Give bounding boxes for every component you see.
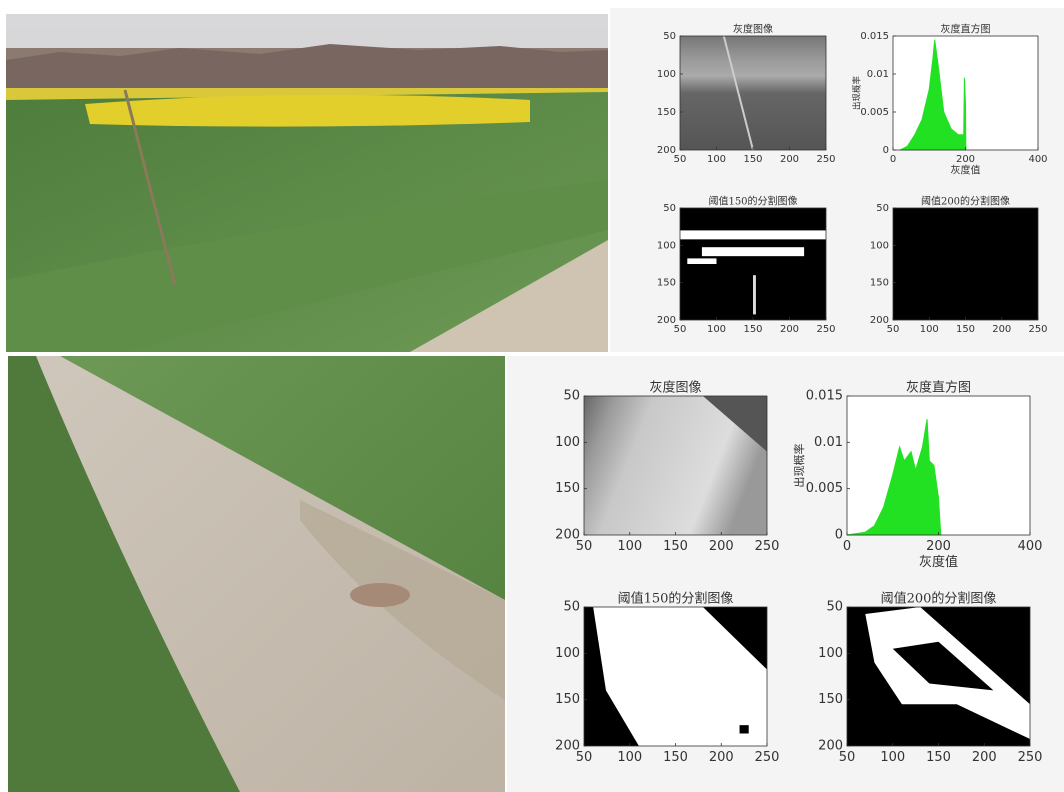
y-tick-label: 100	[555, 646, 580, 661]
figure: 灰度图像 50 100 150 200 250 50 100 150 200 灰度直方图 0 200 40…	[0, 0, 1064, 792]
y-tick-label: 150	[657, 278, 676, 289]
y-tick-label: 50	[663, 203, 676, 214]
x-tick-label: 100	[617, 539, 642, 554]
x-tick-label: 250	[816, 324, 835, 335]
y-tick-label: 50	[563, 600, 580, 615]
image-pixel-region	[740, 725, 749, 733]
y-tick-label: 0	[835, 528, 843, 543]
y-axis-label: 出现概率	[852, 76, 863, 111]
y-tick-label: 150	[555, 481, 580, 496]
x-tick-label: 150	[956, 324, 975, 335]
x-tick-label: 200	[780, 154, 799, 165]
image-pixel-region	[702, 247, 804, 256]
x-tick-label: 200	[972, 750, 997, 765]
image-pixel-region	[753, 275, 756, 314]
x-tick-label: 100	[617, 750, 642, 765]
y-tick-label: 150	[555, 692, 580, 707]
x-tick-label: 150	[743, 324, 762, 335]
subplot-title: 阈值200的分割图像	[881, 591, 997, 607]
y-tick-label: 0.015	[860, 31, 889, 42]
x-tick-label: 400	[1028, 154, 1047, 165]
x-axis-label: 灰度值	[951, 164, 981, 177]
subplot-title: 灰度图像	[649, 380, 701, 396]
x-axis-label: 灰度值	[919, 554, 958, 570]
y-tick-label: 50	[826, 600, 843, 615]
y-tick-label: 50	[876, 203, 889, 214]
y-tick-label: 200	[657, 145, 676, 156]
y-tick-label: 100	[555, 435, 580, 450]
y-tick-label: 0.015	[806, 389, 843, 404]
grayscale-image	[680, 36, 826, 150]
y-tick-label: 50	[663, 31, 676, 42]
y-tick-label: 50	[563, 389, 580, 404]
y-tick-label: 200	[870, 315, 889, 326]
x-tick-label: 250	[1018, 750, 1043, 765]
subplot-title: 阈值200的分割图像	[921, 195, 1010, 208]
y-tick-label: 100	[818, 646, 843, 661]
x-tick-label: 200	[780, 324, 799, 335]
x-tick-label: 100	[707, 154, 726, 165]
y-tick-label: 150	[818, 692, 843, 707]
y-axis-label: 出现概率	[792, 443, 806, 487]
x-tick-label: 400	[1018, 539, 1043, 554]
x-tick-label: 250	[755, 750, 780, 765]
x-tick-label: 250	[816, 154, 835, 165]
photo-path	[8, 356, 505, 792]
x-tick-label: 200	[956, 154, 975, 165]
y-tick-label: 150	[657, 107, 676, 118]
image-pixel-region	[680, 230, 826, 239]
subplot-title: 灰度图像	[733, 23, 773, 36]
image-pixel-region	[893, 208, 1038, 320]
y-tick-label: 200	[657, 315, 676, 326]
x-tick-label: 100	[920, 324, 939, 335]
x-tick-label: 200	[992, 324, 1011, 335]
x-tick-label: 0	[890, 154, 896, 165]
x-tick-label: 100	[880, 750, 905, 765]
y-tick-label: 150	[870, 278, 889, 289]
x-tick-label: 200	[926, 539, 951, 554]
x-tick-label: 250	[755, 539, 780, 554]
subplot-title: 阈值150的分割图像	[618, 591, 734, 607]
y-tick-label: 200	[555, 528, 580, 543]
x-tick-label: 150	[663, 539, 688, 554]
x-tick-label: 200	[709, 539, 734, 554]
x-tick-label: 200	[709, 750, 734, 765]
y-tick-label: 100	[657, 69, 676, 80]
y-tick-label: 0.005	[860, 107, 889, 118]
y-tick-label: 0.005	[806, 481, 843, 496]
subplot-title: 灰度直方图	[906, 380, 971, 396]
x-tick-label: 150	[743, 154, 762, 165]
photo-field	[6, 14, 608, 352]
x-tick-label: 150	[926, 750, 951, 765]
y-tick-label: 200	[555, 739, 580, 754]
image-pixel-region	[687, 258, 716, 264]
x-tick-label: 100	[707, 324, 726, 335]
y-tick-label: 200	[818, 739, 843, 754]
page: {"figures": [ {"subplots": [ {"type": "i…	[0, 0, 1064, 792]
x-tick-label: 0	[843, 539, 851, 554]
y-tick-label: 0	[883, 145, 889, 156]
y-tick-label: 0.01	[814, 435, 843, 450]
subplot-title: 灰度直方图	[941, 23, 991, 36]
y-tick-label: 100	[657, 240, 676, 251]
x-tick-label: 150	[663, 750, 688, 765]
x-tick-label: 250	[1028, 324, 1047, 335]
y-tick-label: 0.01	[867, 69, 889, 80]
subplot-title: 阈值150的分割图像	[708, 195, 797, 208]
y-tick-label: 100	[870, 240, 889, 251]
